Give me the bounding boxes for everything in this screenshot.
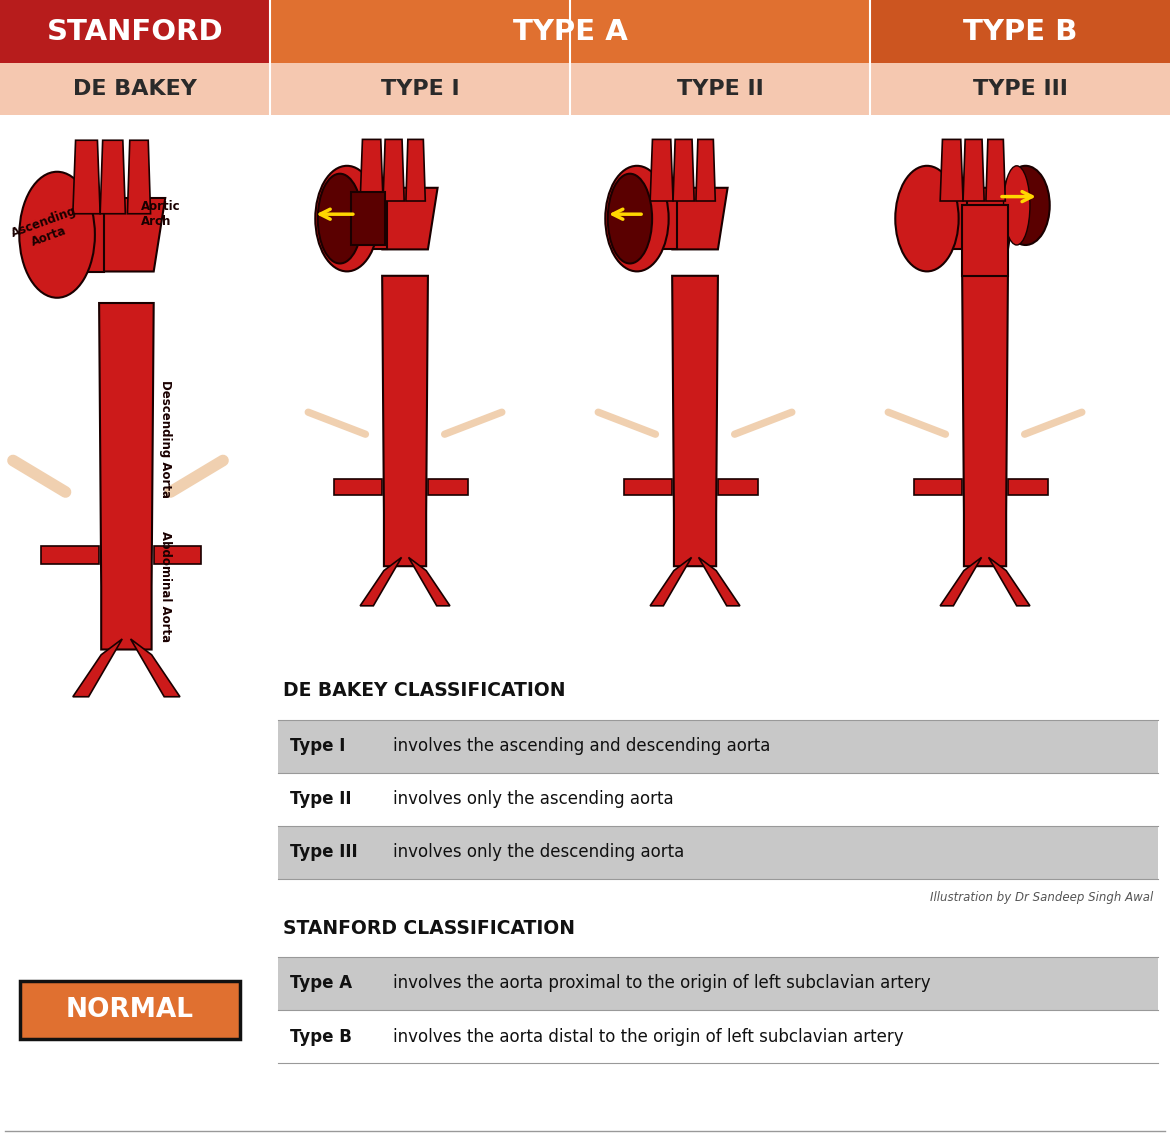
Polygon shape [962, 276, 1007, 566]
Text: involves only the ascending aorta: involves only the ascending aorta [393, 790, 674, 808]
Polygon shape [153, 545, 201, 565]
Polygon shape [989, 557, 1030, 606]
Polygon shape [131, 639, 180, 697]
Polygon shape [99, 303, 153, 650]
Text: TYPE I: TYPE I [380, 79, 460, 99]
Polygon shape [128, 140, 151, 214]
Bar [0, 63, 1170, 115]
Text: Illustration by Dr Sandeep Singh Awal: Illustration by Dr Sandeep Singh Awal [930, 890, 1152, 903]
Text: TYPE III: TYPE III [972, 79, 1067, 99]
Bar [278, 825, 1158, 879]
Polygon shape [408, 557, 450, 606]
Polygon shape [101, 140, 125, 214]
Polygon shape [360, 557, 401, 606]
Text: DE BAKEY CLASSIFICATION: DE BAKEY CLASSIFICATION [283, 682, 565, 700]
Text: Ascending
Aorta: Ascending Aorta [9, 205, 83, 254]
Text: Type III: Type III [290, 843, 358, 861]
Bar [278, 720, 1158, 772]
Ellipse shape [1002, 166, 1049, 245]
Polygon shape [658, 188, 728, 250]
Polygon shape [333, 479, 383, 495]
Text: STANFORD CLASSIFICATION: STANFORD CLASSIFICATION [283, 919, 574, 937]
Polygon shape [365, 188, 386, 250]
Polygon shape [944, 188, 966, 250]
Text: Type B: Type B [290, 1028, 352, 1045]
Bar [0, 0, 270, 63]
Text: Descending Aorta: Descending Aorta [159, 380, 172, 499]
Polygon shape [406, 140, 425, 201]
Polygon shape [986, 140, 1005, 201]
Ellipse shape [19, 172, 95, 298]
Polygon shape [941, 140, 963, 201]
Text: involves the ascending and descending aorta: involves the ascending and descending ao… [393, 737, 770, 755]
Polygon shape [383, 140, 404, 201]
Polygon shape [672, 276, 718, 566]
Text: TYPE A: TYPE A [512, 17, 627, 46]
Text: TYPE B: TYPE B [963, 17, 1078, 46]
Polygon shape [383, 276, 428, 566]
Text: DE BAKEY: DE BAKEY [73, 79, 197, 99]
Polygon shape [81, 198, 165, 272]
Polygon shape [948, 188, 1018, 250]
Ellipse shape [605, 166, 668, 272]
Ellipse shape [607, 174, 652, 264]
Text: TYPE II: TYPE II [676, 79, 763, 99]
Polygon shape [962, 205, 1007, 276]
Polygon shape [651, 140, 673, 201]
Polygon shape [624, 479, 672, 495]
Polygon shape [963, 140, 984, 201]
Polygon shape [1007, 479, 1047, 495]
Polygon shape [651, 557, 691, 606]
Polygon shape [673, 140, 694, 201]
Bar [20, 981, 240, 1039]
Polygon shape [41, 545, 99, 565]
Polygon shape [696, 140, 715, 201]
Text: NORMAL: NORMAL [66, 997, 194, 1023]
Text: STANFORD: STANFORD [47, 17, 223, 46]
Polygon shape [941, 557, 982, 606]
Polygon shape [718, 479, 757, 495]
Text: involves only the descending aorta: involves only the descending aorta [393, 843, 684, 861]
Text: Abdominal Aorta: Abdominal Aorta [159, 531, 172, 642]
Text: involves the aorta proximal to the origin of left subclavian artery: involves the aorta proximal to the origi… [393, 974, 930, 992]
Polygon shape [351, 193, 385, 245]
Polygon shape [78, 198, 104, 272]
Polygon shape [367, 188, 438, 250]
Bar [278, 957, 1158, 1010]
Polygon shape [428, 479, 468, 495]
Text: Type I: Type I [290, 737, 345, 755]
Polygon shape [654, 188, 676, 250]
Bar [870, 0, 1170, 63]
Polygon shape [914, 479, 962, 495]
Polygon shape [73, 140, 101, 214]
Text: involves the aorta distal to the origin of left subclavian artery: involves the aorta distal to the origin … [393, 1028, 903, 1045]
Text: Aortic
Arch: Aortic Arch [142, 199, 180, 228]
Ellipse shape [1004, 166, 1030, 245]
Polygon shape [360, 140, 383, 201]
Text: Type II: Type II [290, 790, 351, 808]
Bar [270, 0, 870, 63]
Polygon shape [698, 557, 739, 606]
Ellipse shape [318, 174, 362, 264]
Text: Type A: Type A [290, 974, 352, 992]
Ellipse shape [895, 166, 958, 272]
Polygon shape [73, 639, 122, 697]
Ellipse shape [315, 166, 379, 272]
